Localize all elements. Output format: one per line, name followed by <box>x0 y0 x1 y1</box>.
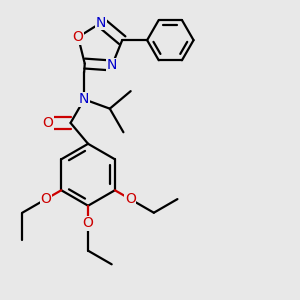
Text: N: N <box>107 58 117 73</box>
Text: O: O <box>73 30 84 44</box>
Text: O: O <box>40 192 51 206</box>
Text: O: O <box>82 216 94 230</box>
Text: O: O <box>42 116 53 130</box>
Text: N: N <box>79 92 89 106</box>
Text: N: N <box>96 16 106 30</box>
Text: O: O <box>125 192 136 206</box>
